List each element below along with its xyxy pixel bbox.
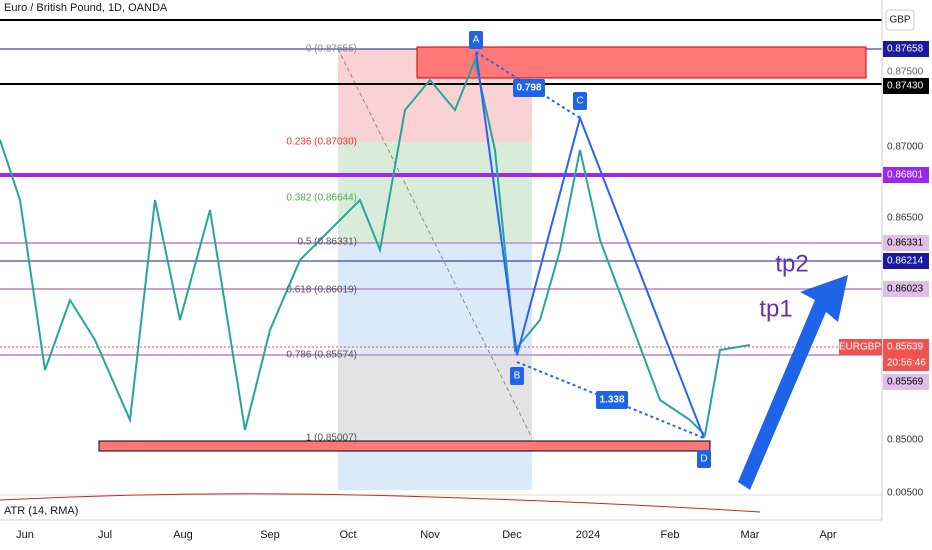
time-label: Feb [661,529,680,541]
fib-label: 0.786 (0.85574) [286,350,357,361]
price-label: 0.87430 [887,81,924,92]
fib-zone [338,355,532,438]
pattern-point: B [514,371,521,382]
symbol-box [839,339,882,355]
pattern-point: A [473,35,480,46]
time-label: Dec [502,529,522,541]
ratio-box [596,391,628,409]
target-label: tp1 [759,295,792,322]
time-label: Apr [819,529,836,541]
ratio: 1.338 [599,395,624,406]
currency: GBP [889,15,910,26]
demand-zone [98,440,711,452]
pattern-point: C [576,96,583,107]
fib-label: 0 (0.87655) [306,44,357,55]
price-label: 0.87500 [887,67,924,78]
target-label: tp2 [775,250,808,277]
price-label-box [883,41,929,57]
price-label: 0.87658 [887,44,924,55]
currency-box [885,9,915,31]
price-label: 0.86331 [887,238,924,249]
price-label: 0.86500 [887,213,924,224]
pattern-point-box [469,31,483,49]
countdown: 20:56:46 [887,358,926,369]
pattern-ratio-line [516,361,705,439]
title: Euro / British Pound, 1D, OANDA [4,2,168,14]
price-label-box [883,235,929,251]
price-label-box [883,281,929,297]
time-label: Jul [98,529,112,541]
pattern-leg [475,51,705,439]
symbol: EURGBP [839,342,882,353]
fib-label: 0.382 (0.86644) [286,193,357,204]
pattern-point-box [697,450,711,468]
supply-zone [416,46,867,79]
price-label: 0.87000 [887,142,924,153]
pattern-point: D [700,454,707,465]
price-label: 0.85639 [887,342,924,353]
ratio: 0.798 [516,83,541,94]
fib-label: 0.236 (0.87030) [286,137,357,148]
price-label-box [883,78,929,94]
atr-line [0,493,761,513]
fib-label: 0.618 (0.86019) [286,285,357,296]
arrow [738,275,848,490]
price-label-box [883,253,929,269]
price-label: 0.86801 [887,170,924,181]
time-label: Aug [173,529,193,541]
price-label: 0.85000 [887,435,924,446]
price-label-box [883,374,929,390]
time-label: Nov [420,529,440,541]
fib-label: 1 (0.85007) [306,433,357,444]
fib-label: 0.5 (0.86331) [298,237,358,248]
price-label-box [883,339,929,355]
price-path [0,56,751,438]
price-label: 0.86214 [887,256,924,267]
price-label: 0.00500 [887,488,924,499]
time-label: Mar [741,529,760,541]
price-label: 0.85569 [887,377,924,388]
indicator-label: ATR (14, RMA) [4,505,78,517]
countdown-box [883,355,929,371]
ratio-box [513,79,545,97]
price-label: 0.86023 [887,284,924,295]
time-label: Jun [16,529,34,541]
time-label: 2024 [576,529,600,541]
pattern-point-box [573,92,587,110]
pattern-point-box [510,367,524,385]
time-label: Sep [260,529,280,541]
time-label: Oct [339,529,356,541]
price-label-box [883,167,929,183]
